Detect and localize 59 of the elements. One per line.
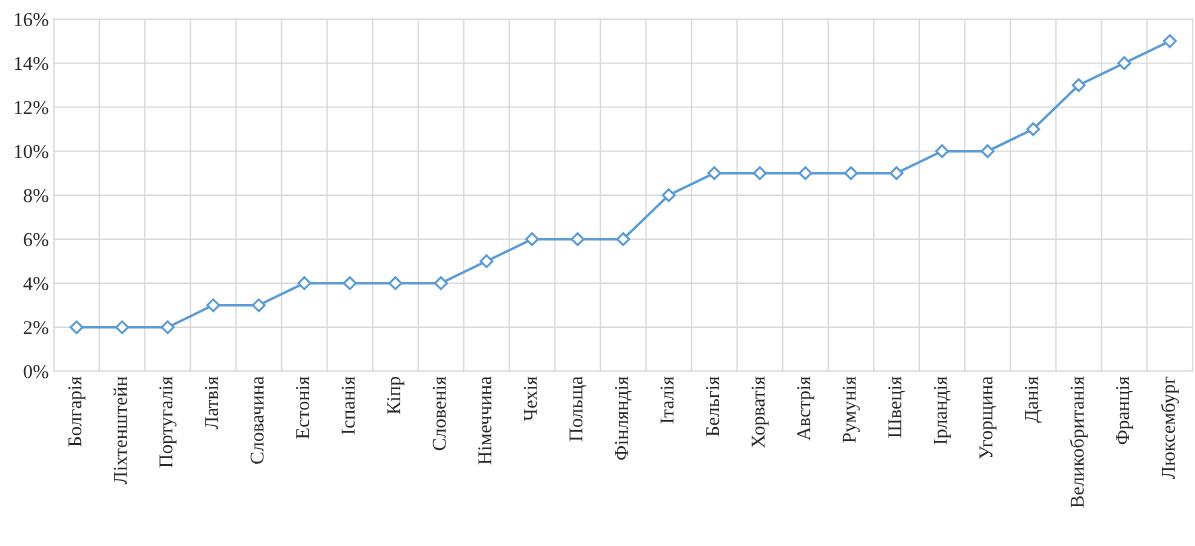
y-tick-label: 0% [23,365,49,379]
point [1071,78,1086,93]
point [570,232,585,247]
point [1162,34,1177,49]
point [388,276,403,291]
y-tick-label: 6% [23,233,49,247]
x-tick-label: Чехія [523,376,537,422]
point [479,254,494,269]
x-tick-label: Ліхтенштейн [113,376,127,485]
x-tick-label: Польща [569,376,587,442]
x-tick-label: Латвія [205,376,219,430]
x-tick-label: Італія [660,376,674,424]
point [935,144,949,159]
point [69,320,84,335]
y-tick-label: 4% [23,277,49,291]
x-tick-label: Угорщина [979,376,997,459]
point [434,276,448,291]
point [251,298,266,313]
x-tick-label: Португалія [159,376,177,468]
x-tick-label: Німеччина [478,376,492,465]
y-tick-label: 8% [23,189,49,203]
x-tick-label: Люксембург [1160,376,1179,480]
point [844,166,858,181]
x-tick-label: Словенія [432,376,446,451]
point [798,166,813,181]
point [707,166,722,181]
point [661,188,676,203]
x-tick-label: Фінляндія [614,376,632,460]
x-tick-label: Іспанія [341,376,355,435]
x-tick-label: Австрія [797,376,815,441]
point [115,320,130,335]
point [889,166,904,181]
y-tick-label: 10% [14,144,49,159]
x-tick-label: Бельгія [706,376,720,437]
x-tick-label: Швеція [888,376,905,438]
x-tick-label: Румунія [842,376,860,443]
y-tick-label: 16% [14,12,49,27]
x-tick-label: Хорватія [751,376,769,448]
point [1117,56,1132,71]
x-tick-label: Данія [1024,376,1042,423]
x-tick-label: Великобританія [1069,376,1088,508]
y-tick-label: 2% [23,321,49,335]
point [342,276,357,291]
point [616,232,631,247]
x-tick-label: Кіпр [387,376,405,415]
y-tick-label: 12% [14,100,49,115]
point [525,232,540,247]
x-tick-label: Ірландія [933,376,951,445]
point [752,166,767,181]
point [160,320,175,335]
point [1026,122,1041,137]
x-tick-label: Естонія [296,376,310,439]
x-tick-label: Болгарія [68,376,86,447]
x-tick-label: Франція [1116,376,1134,445]
point [297,276,312,291]
point [206,298,221,313]
x-tick-label: Словачина [250,376,264,464]
y-tick-label: 14% [14,56,49,71]
point [980,144,995,159]
